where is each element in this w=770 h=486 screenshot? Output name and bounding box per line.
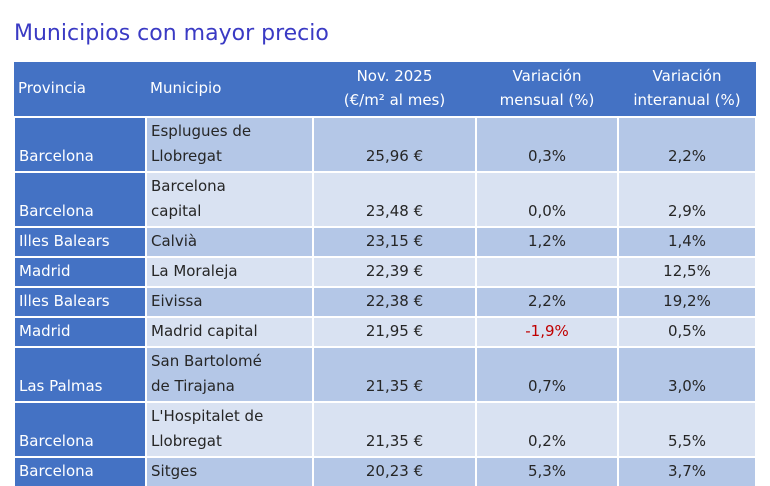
column-header-annual-var: Variación interanual (%) xyxy=(618,62,756,118)
municipio-cell: La Moraleja xyxy=(145,256,314,288)
provincia-cell: Madrid xyxy=(13,256,147,288)
provincia-cell: Illes Balears xyxy=(13,226,147,258)
annual-variation-cell: 5,5% xyxy=(617,401,757,458)
price-cell: 20,23 € xyxy=(312,456,477,486)
table-row: Barcelona Barcelona capital 23,48 € 0,0%… xyxy=(13,171,757,228)
table-row: Illes Balears Eivissa 22,38 € 2,2% 19,2% xyxy=(13,286,757,318)
monthly-variation-cell: 0,2% xyxy=(475,401,619,458)
table-row: Madrid Madrid capital 21,95 € -1,9% 0,5% xyxy=(13,316,757,348)
page-title: Municipios con mayor precio xyxy=(14,20,329,46)
municipio-cell: Madrid capital xyxy=(145,316,314,348)
municipio-cell: Esplugues de Llobregat xyxy=(145,116,314,173)
column-header-price: Nov. 2025 (€/m² al mes) xyxy=(313,62,476,118)
provincia-cell: Illes Balears xyxy=(13,286,147,318)
monthly-variation-cell: -1,9% xyxy=(475,316,619,348)
table-row: Barcelona Esplugues de Llobregat 25,96 €… xyxy=(13,116,757,173)
provincia-cell: Las Palmas xyxy=(13,346,147,403)
price-cell: 21,35 € xyxy=(312,401,477,458)
column-header-monthly-var: Variación mensual (%) xyxy=(476,62,618,118)
price-cell: 23,15 € xyxy=(312,226,477,258)
annual-variation-cell: 2,2% xyxy=(617,116,757,173)
price-cell: 23,48 € xyxy=(312,171,477,228)
annual-variation-cell: 3,7% xyxy=(617,456,757,486)
provincia-cell: Barcelona xyxy=(13,116,147,173)
municipio-cell: Eivissa xyxy=(145,286,314,318)
provincia-cell: Barcelona xyxy=(13,401,147,458)
municipio-cell: L'Hospitalet de Llobregat xyxy=(145,401,314,458)
table-header-row: Provincia Municipio Nov. 2025 (€/m² al m… xyxy=(14,62,756,118)
column-header-provincia: Provincia xyxy=(14,62,146,118)
table-row: Barcelona Sitges 20,23 € 5,3% 3,7% xyxy=(13,456,757,486)
annual-variation-cell: 1,4% xyxy=(617,226,757,258)
municipio-cell: San Bartolomé de Tirajana xyxy=(145,346,314,403)
provincia-cell: Barcelona xyxy=(13,456,147,486)
municipio-cell: Calvià xyxy=(145,226,314,258)
municipio-cell: Barcelona capital xyxy=(145,171,314,228)
price-cell: 21,35 € xyxy=(312,346,477,403)
price-cell: 21,95 € xyxy=(312,316,477,348)
monthly-variation-cell: 0,0% xyxy=(475,171,619,228)
price-cell: 22,38 € xyxy=(312,286,477,318)
annual-variation-cell: 12,5% xyxy=(617,256,757,288)
table-row: Barcelona L'Hospitalet de Llobregat 21,3… xyxy=(13,401,757,458)
annual-variation-cell: 3,0% xyxy=(617,346,757,403)
price-cell: 25,96 € xyxy=(312,116,477,173)
provincia-cell: Barcelona xyxy=(13,171,147,228)
monthly-variation-cell: 0,3% xyxy=(475,116,619,173)
monthly-variation-cell: 1,2% xyxy=(475,226,619,258)
table-row: Illes Balears Calvià 23,15 € 1,2% 1,4% xyxy=(13,226,757,258)
annual-variation-cell: 2,9% xyxy=(617,171,757,228)
column-header-municipio: Municipio xyxy=(146,62,313,118)
monthly-variation-cell xyxy=(475,256,619,288)
monthly-variation-cell: 5,3% xyxy=(475,456,619,486)
monthly-variation-cell: 2,2% xyxy=(475,286,619,318)
monthly-variation-cell: 0,7% xyxy=(475,346,619,403)
price-cell: 22,39 € xyxy=(312,256,477,288)
annual-variation-cell: 19,2% xyxy=(617,286,757,318)
municipio-cell: Sitges xyxy=(145,456,314,486)
provincia-cell: Madrid xyxy=(13,316,147,348)
annual-variation-cell: 0,5% xyxy=(617,316,757,348)
table-row: Madrid La Moraleja 22,39 € 12,5% xyxy=(13,256,757,288)
municipalities-price-table: Provincia Municipio Nov. 2025 (€/m² al m… xyxy=(13,62,757,486)
table-row: Las Palmas San Bartolomé de Tirajana 21,… xyxy=(13,346,757,403)
